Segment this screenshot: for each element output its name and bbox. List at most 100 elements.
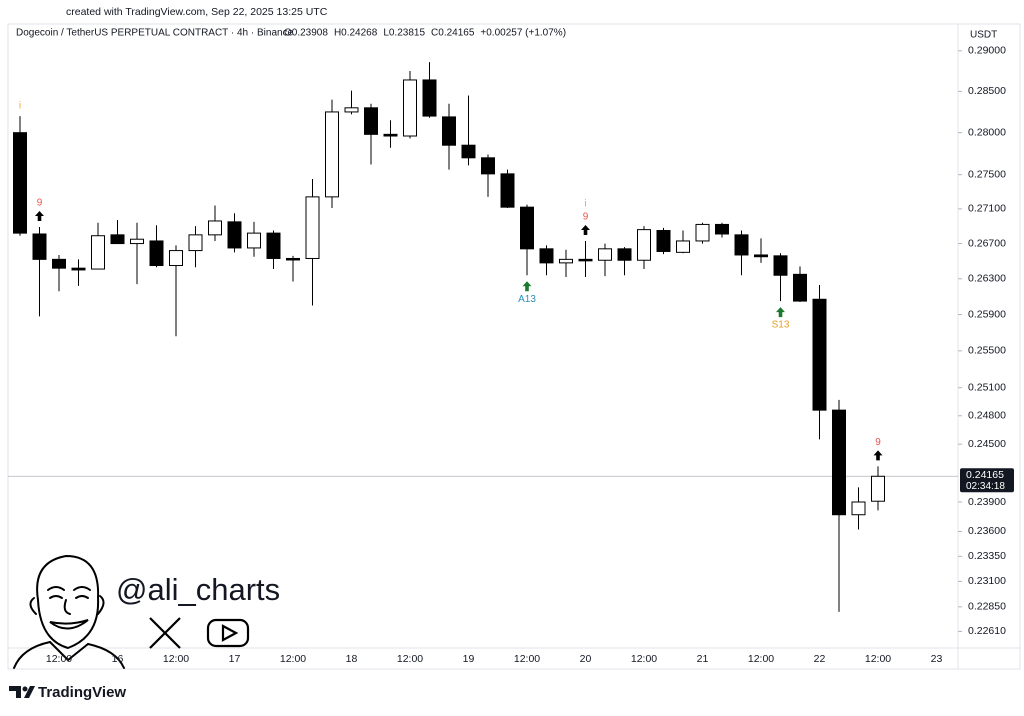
x-tick-label: 17	[229, 653, 241, 665]
candle-body	[130, 238, 144, 245]
candle-body	[188, 234, 203, 252]
signal-arrow	[522, 281, 532, 292]
candle-body	[286, 257, 300, 261]
candle-body	[500, 173, 515, 208]
x-tick-label: 22	[814, 653, 826, 665]
x-tick-label: 12:00	[163, 653, 189, 665]
watermark: @ali_charts	[116, 572, 280, 607]
signal-label: 9	[583, 212, 589, 223]
candle-body	[110, 234, 125, 245]
candle-body	[364, 107, 378, 135]
candle-body	[325, 111, 339, 198]
avatar	[13, 554, 125, 669]
x-tick-label: 12:00	[514, 653, 540, 665]
y-tick-label: 0.25500	[968, 345, 1006, 357]
candle-body	[520, 206, 534, 250]
y-tick-label: 0.28500	[968, 85, 1006, 97]
candle-body	[793, 273, 807, 302]
candle-body	[344, 107, 359, 113]
candle-body	[169, 250, 183, 267]
candle-body	[422, 79, 437, 117]
candle-body	[208, 220, 222, 236]
candle-body	[403, 79, 417, 137]
candle-body	[773, 255, 788, 276]
x-tick-label: 12:00	[46, 653, 72, 665]
y-tick-label: 0.22610	[968, 625, 1006, 637]
candle-body	[32, 233, 47, 260]
x-tick-label: 16	[112, 653, 124, 665]
candle-body	[247, 232, 261, 249]
y-tick-label: 0.27500	[968, 168, 1006, 180]
x-tick-label: 18	[346, 653, 358, 665]
candle-body	[851, 501, 866, 516]
y-tick-label: 0.25900	[968, 308, 1006, 320]
candle-body	[539, 248, 554, 264]
candle-body	[91, 235, 105, 270]
header-stat: L0.23815	[383, 28, 425, 39]
last-price-label: 0.24165	[966, 469, 1004, 481]
signal-label: i	[19, 101, 21, 112]
signal-arrow	[35, 211, 44, 222]
tradingview-logo: TradingView	[9, 684, 126, 701]
x-tick-label: 19	[463, 653, 475, 665]
candle-body	[52, 258, 66, 269]
x-tick-label: 12:00	[748, 653, 774, 665]
x-tick-label: 12:00	[865, 653, 891, 665]
candle-body	[832, 409, 846, 516]
candle-body	[578, 258, 593, 262]
last-price-box	[960, 468, 1014, 493]
candle-body	[481, 157, 495, 175]
signal-label: A13	[518, 294, 536, 305]
candle-body	[734, 234, 749, 256]
candle-body	[461, 144, 476, 159]
currency: USDT	[970, 30, 997, 41]
candle-body	[442, 116, 456, 146]
y-tick-label: 0.23900	[968, 496, 1006, 508]
candle-body	[266, 232, 281, 259]
signal-label: S13	[772, 320, 790, 331]
candle-body	[383, 133, 398, 137]
x-icon	[149, 617, 181, 649]
created-note: created with TradingView.com, Sep 22, 20…	[66, 6, 328, 18]
signal-label: i	[584, 199, 586, 210]
y-tick-label: 0.23350	[968, 550, 1006, 562]
x-tick-label: 12:00	[280, 653, 306, 665]
social-icons	[149, 617, 250, 649]
y-tick-label: 0.23100	[968, 575, 1006, 587]
signal-arrow	[581, 224, 590, 235]
header-stat: O0.23908	[284, 28, 328, 39]
candle-body	[149, 240, 164, 267]
y-tick-label: 0.26700	[968, 237, 1006, 249]
countdown: 02:34:18	[966, 481, 1005, 492]
y-tick-label: 0.28000	[968, 126, 1006, 138]
candle-body	[13, 132, 27, 234]
y-tick-label: 0.22850	[968, 601, 1006, 613]
candle-body	[715, 223, 729, 235]
candle-body	[305, 196, 320, 259]
header-stat: +0.00257 (+1.07%)	[480, 28, 566, 39]
candle-body	[617, 248, 632, 261]
candle-body	[656, 230, 671, 252]
y-tick-label: 0.23600	[968, 525, 1006, 537]
x-tick-label: 20	[580, 653, 592, 665]
signal-arrow	[873, 450, 883, 461]
candle-body	[71, 267, 86, 271]
candle-body	[695, 223, 710, 242]
y-tick-label: 0.26300	[968, 273, 1006, 285]
x-tick-label: 21	[697, 653, 709, 665]
candle-body	[227, 221, 242, 249]
y-tick-label: 0.29000	[968, 45, 1006, 57]
x-tick-label: 12:00	[631, 653, 657, 665]
candle-body	[871, 475, 885, 502]
signal-arrow	[776, 307, 785, 318]
x-tick-label: 23	[931, 653, 943, 665]
y-tick-label: 0.27100	[968, 203, 1006, 215]
candle-body	[812, 298, 827, 411]
candle-body	[559, 258, 573, 264]
y-tick-label: 0.25100	[968, 382, 1006, 394]
candle-body	[598, 248, 612, 261]
candle-body	[637, 229, 651, 261]
signal-label: 9	[875, 437, 881, 448]
candle-body	[676, 240, 690, 253]
